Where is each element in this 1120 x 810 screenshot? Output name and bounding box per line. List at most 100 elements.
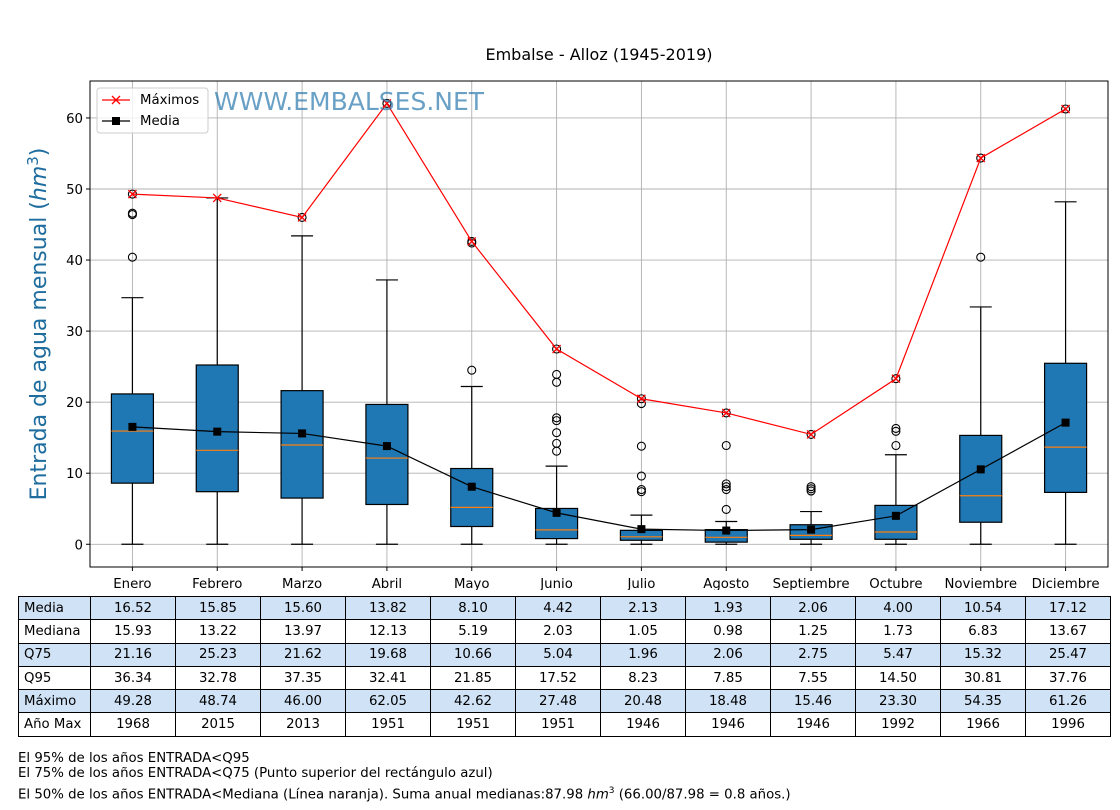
- outlier-point: [467, 236, 477, 246]
- table-cell: 21.62: [260, 642, 346, 667]
- table-cell: 54.35: [940, 689, 1026, 714]
- maximos-point: [297, 212, 307, 222]
- table-cell: 10.66: [430, 642, 516, 667]
- table-cell: 15.46: [770, 689, 856, 714]
- y-tick-label: 40: [66, 254, 83, 269]
- table-cell: 2015: [175, 712, 261, 737]
- table-cell: 8.10: [430, 595, 516, 621]
- row-header: Media: [18, 595, 91, 621]
- table-cell: 1.25: [770, 619, 856, 644]
- table-cell: 7.85: [685, 665, 771, 691]
- y-tick-label: 0: [75, 538, 83, 553]
- table-cell: 1996: [1025, 712, 1111, 737]
- series-lines: [127, 98, 1071, 535]
- table-cell: 20.48: [600, 689, 686, 714]
- y-tick-label: 30: [66, 325, 83, 340]
- note-median-ratio: (66.00/87.98 = 0.8 años.): [614, 787, 791, 803]
- x-tick-label: Mayo: [454, 577, 490, 590]
- table-cell: 5.47: [855, 642, 941, 667]
- row-header: Q75: [18, 642, 91, 667]
- table-cell: 1.96: [600, 642, 686, 667]
- outlier-point: [552, 438, 562, 448]
- iqr-box: [365, 403, 409, 506]
- outlier-point: [636, 394, 646, 404]
- table-cell: 2.13: [600, 595, 686, 621]
- y-tick-label: 50: [66, 183, 83, 198]
- maximos-point: [976, 153, 986, 163]
- table-cell: 1946: [770, 712, 856, 737]
- table-cell: 7.55: [770, 665, 856, 691]
- media-point: [807, 525, 816, 534]
- box-enero: [110, 189, 155, 545]
- table-cell: 14.50: [855, 665, 941, 691]
- outlier-point: [127, 252, 137, 262]
- box-abril: [365, 98, 409, 545]
- legend: Máximos Media: [96, 87, 209, 134]
- iqr-box: [959, 434, 1003, 523]
- table-cell: 21.16: [90, 642, 176, 667]
- table-cell: 2.06: [770, 595, 856, 621]
- box-octubre: [874, 374, 918, 545]
- outlier-point: [552, 413, 562, 423]
- table-cell: 1946: [600, 712, 686, 737]
- iqr-box: [280, 390, 324, 499]
- legend-x-marker-icon: [111, 95, 121, 105]
- table-cell: 5.19: [430, 619, 516, 644]
- table-row: Media 16.52 15.85 15.60 13.82 8.10 4.42 2.13 1.9…: [18, 595, 1111, 621]
- table-cell: 17.12: [1025, 595, 1111, 621]
- box-diciembre: [1043, 104, 1088, 545]
- y-tick-label: 60: [66, 112, 83, 127]
- box-noviembre: [959, 153, 1003, 545]
- table-cell: 27.48: [515, 689, 601, 714]
- x-tick-label: Enero: [113, 577, 151, 590]
- note-median: El 50% de los años ENTRADA<Mediana (Líne…: [18, 784, 791, 802]
- series-line-maximos: [132, 102, 1066, 436]
- table-cell: 42.62: [430, 689, 516, 714]
- table-cell: 6.83: [940, 619, 1026, 644]
- table-cell: 62.05: [345, 689, 431, 714]
- iqr-box: [1043, 362, 1088, 493]
- table-cell: 1951: [430, 712, 516, 737]
- x-tick-label: Junio: [539, 577, 573, 590]
- x-tick-label: Febrero: [192, 577, 242, 590]
- table-cell: 15.93: [90, 619, 176, 644]
- box-marzo: [280, 212, 324, 545]
- maximos-point: [891, 374, 901, 384]
- table-cell: 15.60: [260, 595, 346, 621]
- outlier-point: [976, 153, 986, 163]
- table-cell: 5.04: [515, 642, 601, 667]
- iqr-box: [110, 393, 155, 484]
- table-cell: 21.85: [430, 665, 516, 691]
- outlier-point: [891, 426, 901, 436]
- table-cell: 1.93: [685, 595, 771, 621]
- table-cell: 13.22: [175, 619, 261, 644]
- legend-square-marker-icon: [112, 117, 120, 125]
- maximos-point: [552, 344, 562, 354]
- table-cell: 32.41: [345, 665, 431, 691]
- y-axis-label: Entrada de agua mensual (hm3): [24, 148, 52, 501]
- outlier-point: [552, 344, 562, 354]
- outlier-point: [636, 441, 646, 451]
- outlier-point: [127, 208, 137, 218]
- box-febrero: [195, 197, 239, 545]
- outlier-point: [806, 429, 816, 439]
- table-cell: 2.03: [515, 619, 601, 644]
- table-cell: 32.78: [175, 665, 261, 691]
- table-row: Mediana 15.93 13.22 13.97 12.13 5.19 2.03 1.05 0…: [18, 619, 1111, 644]
- media-point: [552, 508, 561, 517]
- table-cell: 16.52: [90, 595, 176, 621]
- plot-frame: [89, 80, 1109, 568]
- table-cell: 48.74: [175, 689, 261, 714]
- maximos-point: [1061, 104, 1071, 114]
- maximos-point: [382, 98, 392, 108]
- boxplot-chart: Embalse - Alloz (1945-2019) 0 10 20 30 40 50 6…: [24, 45, 1109, 590]
- maximos-point: [636, 394, 646, 404]
- table-cell: 13.97: [260, 619, 346, 644]
- table-cell: 1951: [515, 712, 601, 737]
- y-axis-ticks: 0 10 20 30 40 50 60: [66, 112, 90, 553]
- table-cell: 1.73: [855, 619, 941, 644]
- row-header: Máximo: [18, 689, 91, 714]
- table-cell: 1951: [345, 712, 431, 737]
- media-point: [637, 525, 646, 534]
- table-cell: 1968: [90, 712, 176, 737]
